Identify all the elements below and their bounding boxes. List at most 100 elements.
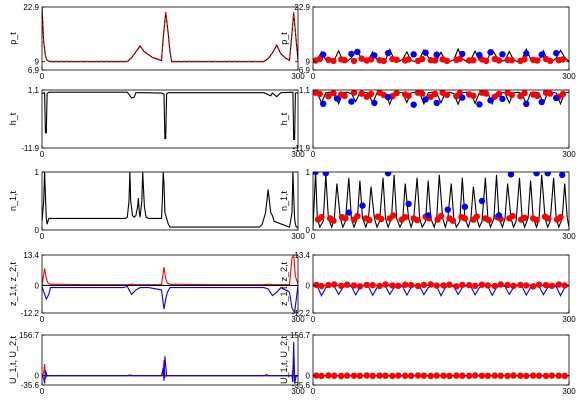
data-point bbox=[553, 49, 560, 57]
data-point bbox=[419, 55, 426, 63]
plot-area bbox=[313, 281, 569, 297]
data-point bbox=[331, 281, 338, 288]
data-point bbox=[313, 281, 320, 289]
data-point bbox=[419, 90, 426, 97]
data-point bbox=[433, 372, 440, 379]
data-point bbox=[547, 57, 554, 65]
x-tick-label: 0 bbox=[311, 387, 316, 396]
data-point bbox=[548, 372, 556, 379]
data-point bbox=[538, 51, 545, 58]
data-point bbox=[376, 372, 383, 379]
x-tick-label: 300 bbox=[291, 387, 305, 396]
data-point bbox=[420, 372, 428, 379]
data-point bbox=[466, 372, 473, 379]
data-point bbox=[535, 372, 543, 379]
data-point bbox=[325, 372, 332, 379]
data-point bbox=[402, 281, 409, 288]
y-axis-label: n_1,t bbox=[279, 190, 289, 211]
plot-area bbox=[42, 341, 298, 384]
y-axis-label: z_1,t, z_2,t bbox=[279, 261, 289, 306]
panel-p-left: 6.99 22.9 0 300 p_t bbox=[8, 3, 305, 81]
data-point bbox=[427, 372, 434, 380]
series-line-0 bbox=[42, 172, 298, 228]
data-point bbox=[483, 90, 490, 97]
y-tick-label: 1.1 bbox=[299, 86, 311, 95]
data-point bbox=[350, 57, 358, 65]
y-tick-label: 1.1 bbox=[28, 86, 40, 95]
x-tick-label: 0 bbox=[40, 387, 45, 396]
data-point bbox=[449, 217, 457, 224]
data-point bbox=[538, 98, 545, 106]
data-point bbox=[544, 172, 551, 177]
data-point bbox=[414, 282, 422, 290]
series-line-1 bbox=[42, 8, 298, 62]
data-point bbox=[358, 90, 365, 97]
plot-area bbox=[42, 255, 298, 313]
data-point bbox=[420, 281, 428, 289]
x-tick-label: 0 bbox=[311, 315, 316, 324]
data-point bbox=[389, 282, 396, 289]
x-tick-label: 0 bbox=[40, 315, 45, 324]
data-point bbox=[484, 282, 492, 289]
series-line-0 bbox=[313, 284, 569, 297]
y-tick-label: -11.9 bbox=[21, 144, 39, 153]
data-point bbox=[410, 51, 417, 58]
data-point bbox=[443, 91, 451, 99]
y-tick-label: 1 bbox=[35, 168, 40, 177]
data-point bbox=[433, 99, 440, 107]
y-tick-label: -35.6 bbox=[21, 381, 40, 390]
data-point bbox=[407, 372, 415, 379]
data-point bbox=[343, 372, 351, 379]
data-point bbox=[504, 281, 511, 289]
data-point bbox=[389, 372, 396, 380]
data-point bbox=[446, 281, 453, 288]
data-point bbox=[521, 214, 528, 221]
data-point bbox=[356, 372, 364, 379]
y-axis-label: p_t bbox=[8, 32, 18, 45]
x-tick-label: 300 bbox=[291, 232, 305, 241]
data-point bbox=[485, 216, 492, 224]
data-point bbox=[545, 215, 552, 222]
plot-area bbox=[42, 91, 298, 141]
data-point bbox=[495, 90, 503, 98]
data-point bbox=[367, 90, 375, 98]
y-tick-label: -12.2 bbox=[292, 309, 311, 318]
data-point bbox=[345, 209, 352, 216]
data-point bbox=[393, 56, 400, 63]
data-point bbox=[382, 372, 389, 379]
data-point bbox=[333, 95, 341, 102]
data-point bbox=[476, 101, 483, 108]
series-line-0 bbox=[313, 172, 569, 230]
x-tick-label: 300 bbox=[562, 315, 576, 324]
data-point bbox=[508, 91, 515, 99]
plot-area bbox=[313, 372, 569, 380]
data-point bbox=[369, 281, 376, 289]
data-point bbox=[456, 55, 463, 63]
data-point bbox=[487, 49, 494, 56]
axes-frame bbox=[41, 6, 299, 71]
data-point bbox=[521, 56, 528, 63]
data-point bbox=[341, 92, 348, 100]
data-point bbox=[325, 281, 332, 289]
data-point bbox=[530, 372, 537, 379]
data-point bbox=[459, 372, 466, 379]
data-point bbox=[338, 372, 345, 380]
data-point bbox=[557, 214, 564, 221]
data-point bbox=[499, 51, 506, 58]
data-point bbox=[331, 372, 338, 379]
data-point bbox=[523, 372, 530, 380]
series-line-0 bbox=[42, 91, 298, 141]
data-point bbox=[382, 281, 389, 288]
data-point bbox=[338, 282, 345, 289]
y-tick-label: 0 bbox=[306, 281, 311, 290]
x-tick-label: 300 bbox=[562, 387, 576, 396]
data-point bbox=[376, 282, 383, 290]
x-tick-label: 300 bbox=[562, 150, 576, 159]
data-point bbox=[369, 372, 376, 379]
data-point bbox=[534, 92, 541, 100]
data-point bbox=[427, 281, 434, 288]
axes-frame bbox=[312, 6, 570, 71]
data-point bbox=[509, 212, 516, 220]
